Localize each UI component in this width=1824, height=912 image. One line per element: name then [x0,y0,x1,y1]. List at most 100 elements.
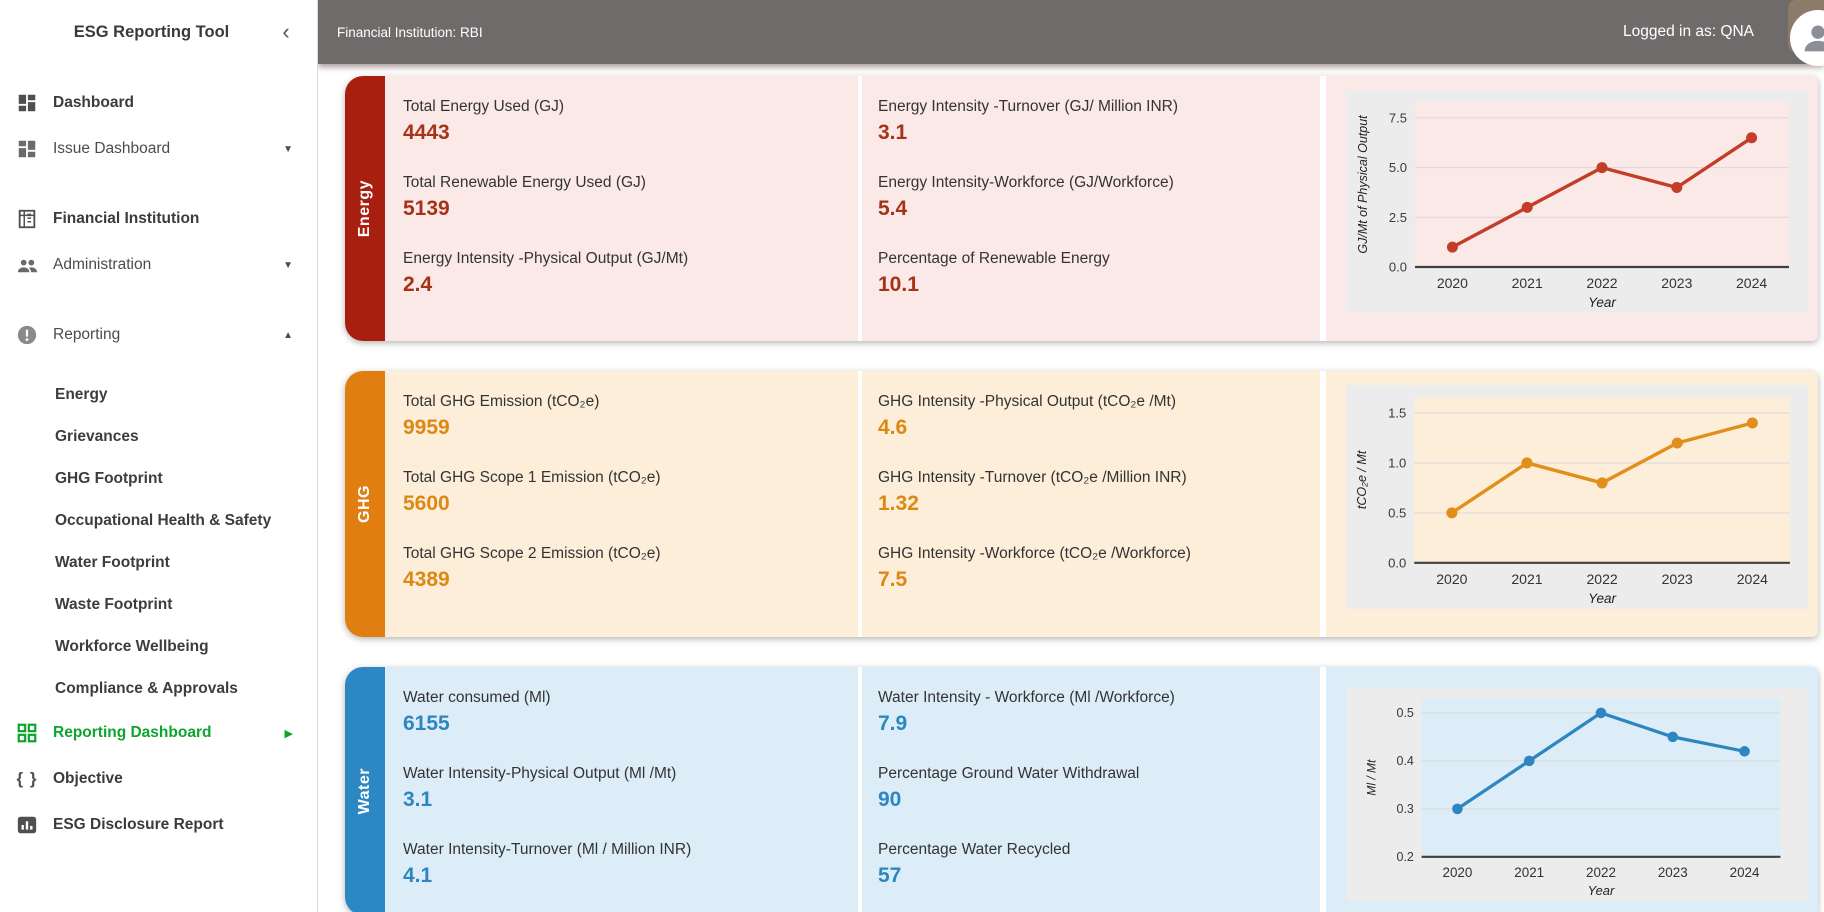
grid-icon [14,722,40,744]
svg-text:Ml / Mt: Ml / Mt [1364,759,1378,796]
svg-text:0.5: 0.5 [1397,706,1414,720]
person-icon [1804,25,1824,52]
svg-text:2021: 2021 [1512,275,1543,291]
sidebar-subitem-occupational-health-safety[interactable]: Occupational Health & Safety [0,500,317,542]
sidebar-item-reporting-dashboard[interactable]: Reporting Dashboard ▶ [0,710,317,756]
arrow-right-icon: ▶ [284,727,293,740]
ghg-tab-label: GHG [356,485,373,523]
column-divider [1320,76,1326,341]
svg-text:2023: 2023 [1662,571,1693,587]
bar-chart-report-icon [14,814,40,836]
svg-text:0.5: 0.5 [1388,505,1406,520]
metric-value: 5600 [403,492,450,515]
bank-building-icon [14,208,40,230]
sidebar-nav: Dashboard Issue Dashboard ▼ Financial In… [0,64,317,848]
sidebar-subitem-grievances[interactable]: Grievances [0,416,317,458]
financial-institution-label: Financial Institution: RBI [337,24,483,40]
svg-text:0.3: 0.3 [1397,802,1414,816]
sidebar-subitem-ghg-footprint[interactable]: GHG Footprint [0,458,317,500]
svg-text:2024: 2024 [1737,571,1768,587]
sidebar-subitem-workforce-wellbeing[interactable]: Workforce Wellbeing [0,626,317,668]
svg-text:0.0: 0.0 [1389,260,1407,275]
svg-text:2020: 2020 [1442,865,1472,880]
metric: GHG Intensity -Turnover (tCO₂e /Million … [878,467,1312,519]
sidebar-subitem-compliance-approvals[interactable]: Compliance & Approvals [0,668,317,710]
metric-value: 7.9 [878,712,908,735]
sidebar-collapse-button[interactable]: ‹ [273,19,299,45]
metric-value: 3.1 [878,121,908,144]
sidebar-item-esg-disclosure-report[interactable]: ESG Disclosure Report [0,802,317,848]
svg-text:2022: 2022 [1586,275,1617,291]
issue-dashboard-icon [14,138,40,160]
metric: Total GHG Scope 1 Emission (tCO₂e) 5600 [403,467,850,519]
water-chart-zone: 0.2 0.3 0.4 0.5 2020 2021 2022 2023 2024 Year Ml /… [1326,667,1818,912]
sidebar-subitem-water-footprint[interactable]: Water Footprint [0,542,317,584]
sidebar-item-label: Reporting [53,326,121,343]
subitem-label: Energy [55,386,108,403]
users-icon [14,254,40,277]
svg-text:1.0: 1.0 [1388,455,1406,470]
metric-label: Water Intensity-Physical Output (Ml /Mt) [403,765,677,782]
svg-text:2020: 2020 [1437,275,1468,291]
svg-text:GJ/Mt of Physical Output: GJ/Mt of Physical Output [1356,115,1370,254]
column-divider [858,371,862,637]
logged-in-label: Logged in as: QNA [1623,23,1754,40]
metric: Total GHG Emission (tCO₂e) 9959 [403,391,850,443]
sidebar-item-reporting[interactable]: Reporting ▲ [0,312,317,358]
column-divider [1320,371,1326,637]
subitem-label: Waste Footprint [55,596,173,613]
user-avatar[interactable] [1790,10,1824,66]
metric-value: 9959 [403,416,450,439]
sidebar-subitem-energy[interactable]: Energy [0,374,317,416]
metric-value: 4.1 [403,864,433,887]
energy-card-body: Total Energy Used (GJ) 4443 Total Renewa… [385,76,1818,341]
sidebar-item-label: Financial Institution [53,210,200,227]
sidebar-item-label: Objective [53,770,123,787]
metric-value: 1.32 [878,492,919,515]
svg-text:0.4: 0.4 [1397,754,1414,768]
sidebar-item-financial-institution[interactable]: Financial Institution [0,196,317,242]
energy-chart-zone: 0.0 2.5 5.0 7.5 2020 2021 2022 2023 2024 Year GJ/M… [1326,76,1818,341]
sidebar-subitem-waste-footprint[interactable]: Waste Footprint [0,584,317,626]
sidebar-item-label: ESG Disclosure Report [53,816,224,833]
svg-text:2.5: 2.5 [1389,210,1407,225]
metric: Water Intensity - Workforce (Ml /Workfor… [878,687,1312,739]
subitem-label: Compliance & Approvals [55,680,238,697]
water-card-tab: Water [345,667,385,912]
metric-value: 4389 [403,568,450,591]
metric-label: Energy Intensity-Workforce (GJ/Workforce… [878,174,1174,191]
top-header-bar: Financial Institution: RBI Logged in as:… [318,0,1824,66]
sidebar-item-label: Administration [53,256,152,273]
metric-label: Water Intensity - Workforce (Ml /Workfor… [878,689,1175,706]
metric-value: 90 [878,788,902,811]
chevron-down-icon: ▼ [283,259,293,271]
svg-text:5.0: 5.0 [1389,160,1407,175]
ghg-card-tab: GHG [345,371,385,637]
metric-value: 6155 [403,712,450,735]
metric-label: Energy Intensity -Turnover (GJ/ Million … [878,98,1179,115]
metric-label: Energy Intensity -Physical Output (GJ/Mt… [403,250,689,267]
svg-text:Year: Year [1588,883,1615,898]
metric-label: Total GHG Scope 2 Emission (tCO₂e) [403,545,661,562]
avatar-zone [1768,0,1824,66]
metric-value: 4.6 [878,416,908,439]
metric-label: Water consumed (Ml) [403,689,551,706]
sidebar-item-issue-dashboard[interactable]: Issue Dashboard ▼ [0,126,317,172]
sidebar-item-dashboard[interactable]: Dashboard [0,80,317,126]
sidebar-item-administration[interactable]: Administration ▼ [0,242,317,288]
app-title: ESG Reporting Tool [73,22,230,41]
water-trend-chart: 0.2 0.3 0.4 0.5 2020 2021 2022 2023 2024 Year Ml /… [1346,687,1808,901]
svg-text:2022: 2022 [1586,571,1617,587]
metric-value: 2.4 [403,273,433,296]
metric: GHG Intensity -Physical Output (tCO₂e /M… [878,391,1312,443]
sidebar-item-objective[interactable]: { } Objective [0,756,317,802]
ghg-card: GHG Total GHG Emission (tCO₂e) 9959 Tota… [345,371,1818,637]
svg-text:0.0: 0.0 [1388,555,1406,570]
water-card-body: Water consumed (Ml) 6155 Water Intensity… [385,667,1818,912]
column-divider [858,667,862,912]
metric: GHG Intensity -Workforce (tCO₂e /Workfor… [878,543,1312,595]
metric-label: Total Energy Used (GJ) [403,98,565,115]
metric-label: Percentage of Renewable Energy [878,250,1110,267]
ghg-trend-chart: 0.0 0.5 1.0 1.5 2020 2021 2022 2023 2024 Year tCO₂… [1346,385,1808,609]
